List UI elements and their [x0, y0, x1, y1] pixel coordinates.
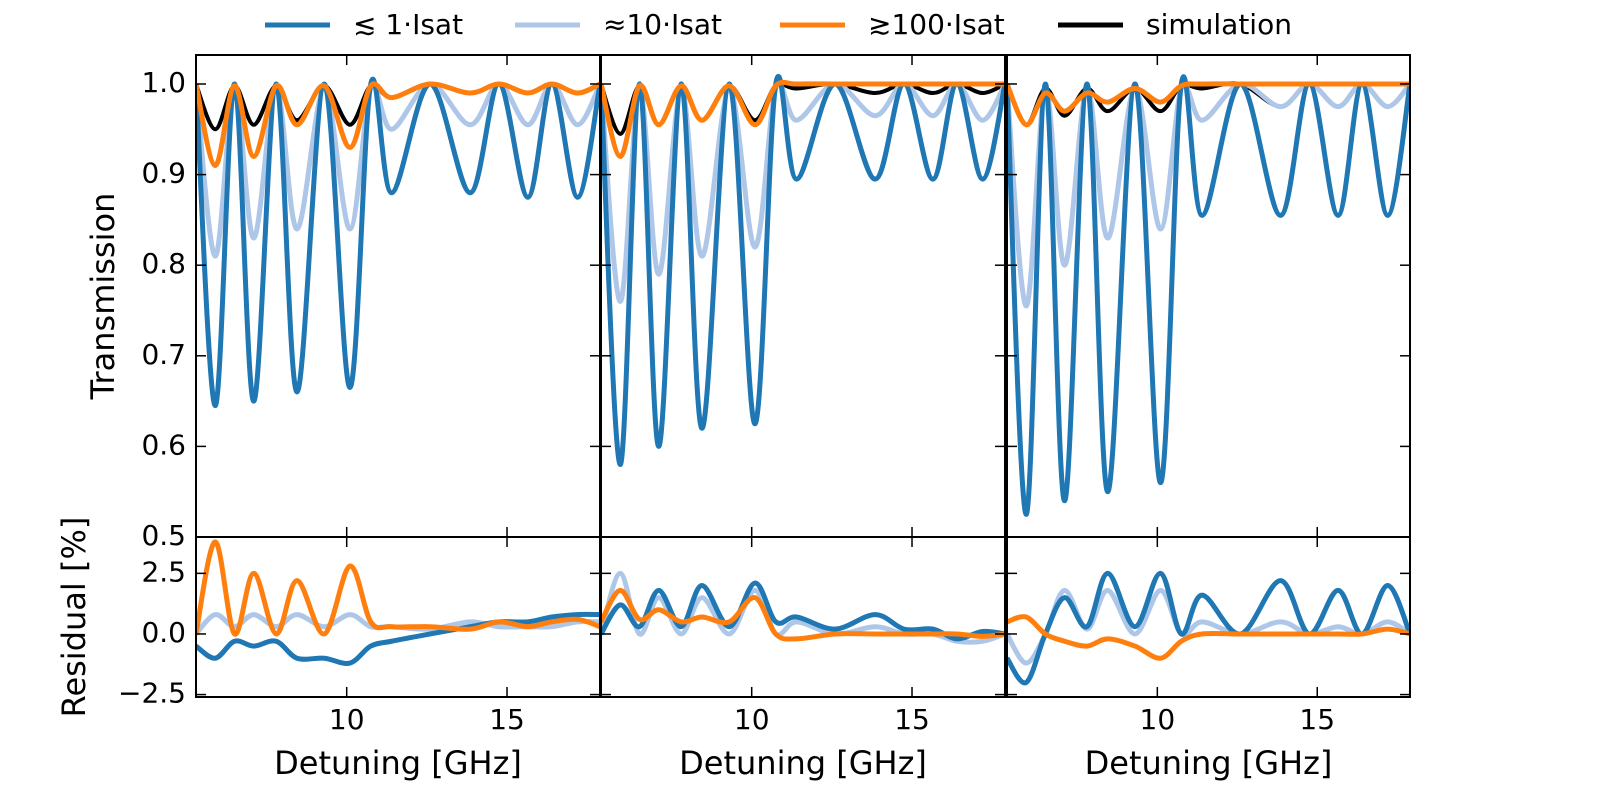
x-tick-label: 10: [734, 703, 770, 736]
data-line: [196, 77, 600, 409]
x-axis-label: Detuning [GHz]: [274, 744, 522, 782]
y-tick-label: 2.5: [141, 555, 186, 588]
x-axis-label: Detuning [GHz]: [1085, 744, 1333, 782]
data-line: [601, 79, 1005, 159]
axes-frame: [600, 536, 1006, 698]
data-line: [601, 73, 1005, 468]
data-line: [1007, 74, 1410, 517]
plot-area: [1007, 74, 1410, 517]
y-tick-label: 0.5: [141, 519, 186, 552]
y-axis-label: Transmission: [84, 193, 122, 401]
legend-label: ≈10·Isat: [603, 8, 722, 41]
y-tick-label: 0.6: [141, 428, 186, 461]
data-line: [196, 81, 600, 169]
data-line: [601, 81, 1005, 304]
x-tick-label: 15: [894, 703, 930, 736]
y-axis-label: Residual [%]: [55, 517, 93, 718]
data-line: [196, 81, 600, 259]
plot-area: [601, 570, 1005, 645]
data-line: [1007, 570, 1410, 686]
y-tick-label: 1.0: [141, 66, 186, 99]
data-line: [196, 539, 600, 637]
data-line: [196, 611, 600, 666]
plot-area: [196, 539, 600, 666]
x-tick-label: 15: [1299, 703, 1335, 736]
y-tick-label: 0.9: [141, 157, 186, 190]
x-tick-label: 10: [329, 703, 365, 736]
legend-label: simulation: [1146, 8, 1292, 41]
legend-label: ≳100·Isat: [868, 8, 1005, 41]
x-tick-label: 15: [489, 703, 525, 736]
legend-label: ≲ 1·Isat: [353, 8, 463, 41]
y-tick-label: 0.7: [141, 338, 186, 371]
axes-frame: [1006, 536, 1411, 698]
y-tick-label: −2.5: [118, 677, 186, 710]
y-tick-label: 0.0: [141, 616, 186, 649]
data-line: [1007, 614, 1410, 661]
data-line: [1007, 81, 1410, 128]
x-tick-label: 10: [1140, 703, 1176, 736]
data-line: [601, 587, 1005, 642]
x-axis-label: Detuning [GHz]: [679, 744, 927, 782]
plot-area: [1007, 570, 1410, 686]
plot-area: [601, 73, 1005, 468]
plot-area: [196, 77, 600, 409]
y-tick-label: 0.8: [141, 247, 186, 280]
